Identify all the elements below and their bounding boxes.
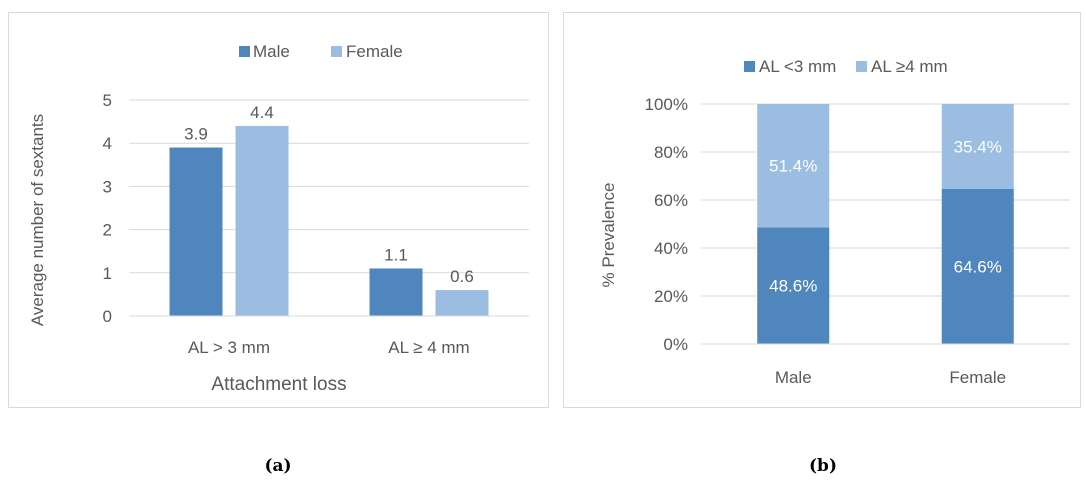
- x-tick-label: AL ≥ 4 mm: [388, 338, 469, 357]
- y-tick-label: 20%: [654, 287, 688, 306]
- bar-female: [435, 290, 489, 316]
- legend-swatch-female: [331, 46, 342, 57]
- bar-chart-a: 3.9 4.4 1.1 0.6 0 1 2 3 4 5 AL > 3 mm AL ≥ 4 mm M…: [28, 42, 529, 395]
- legend-label-al-4-plus: AL ≥4 mm: [871, 57, 948, 76]
- y-tick-label: 4: [103, 134, 112, 153]
- legend-label-female: Female: [346, 42, 403, 61]
- legend-swatch-al-under-3: [744, 61, 755, 72]
- bar-male: [369, 268, 423, 316]
- data-label: 0.6: [450, 267, 474, 286]
- y-tick-label: 3: [103, 177, 112, 196]
- legend-b: AL <3 mm AL ≥4 mm: [744, 57, 948, 76]
- legend-swatch-male: [239, 46, 250, 57]
- data-label: 64.6%: [954, 257, 1002, 276]
- data-label: 51.4%: [769, 157, 817, 176]
- legend-label-al-under-3: AL <3 mm: [759, 57, 836, 76]
- y-tick-label: 0%: [663, 335, 688, 354]
- stacked-bar-segment: [941, 188, 1014, 344]
- legend-swatch-al-4-plus: [856, 61, 867, 72]
- y-tick-label: 2: [103, 221, 112, 240]
- stacked-bar-segment: [941, 104, 1014, 189]
- stacked-bar-segment: [757, 104, 830, 228]
- y-tick-label: 40%: [654, 239, 688, 258]
- legend-label-male: Male: [253, 42, 290, 61]
- data-label: 1.1: [384, 245, 408, 264]
- bar-male: [169, 147, 223, 316]
- stacked-bar-segment: [757, 227, 830, 344]
- y-tick-label: 60%: [654, 191, 688, 210]
- stacked-bar-chart-b: 48.6%51.4%64.6%35.4% 0%20%40%60%80%100% …: [599, 57, 1070, 387]
- chart-panel-b: 48.6% 51.4% 64.6% 35.4% 0% 20% 40% 60% 80% 100% …: [563, 12, 1081, 408]
- caption-a: (a): [264, 456, 292, 476]
- y-tick-label: 0: [103, 307, 112, 326]
- data-label: 4.4: [250, 103, 274, 122]
- data-label: 3.9: [184, 125, 208, 144]
- y-tick-label: 100%: [645, 95, 688, 114]
- bar-female: [235, 125, 289, 316]
- x-axis-title: Attachment loss: [211, 374, 346, 395]
- caption-b: (b): [809, 456, 837, 476]
- data-label: 48.6%: [769, 277, 817, 296]
- x-tick-label: Female: [949, 368, 1006, 387]
- y-tick-label: 80%: [654, 143, 688, 162]
- chart-panel-a: 3.9 4.4 1.1 0.6 0 1 2 3 4 5 AL > 3 mm AL ≥ 4 mm M…: [8, 12, 549, 408]
- y-tick-label: 1: [103, 264, 112, 283]
- legend-a: Male Female: [239, 42, 403, 61]
- y-axis-title: Average number of sextants: [28, 114, 47, 326]
- x-tick-label: Male: [775, 368, 812, 387]
- y-axis-title: % Prevalence: [599, 183, 618, 288]
- data-label: 35.4%: [954, 137, 1002, 156]
- y-tick-label: 5: [103, 91, 112, 110]
- x-tick-label: AL > 3 mm: [188, 338, 270, 357]
